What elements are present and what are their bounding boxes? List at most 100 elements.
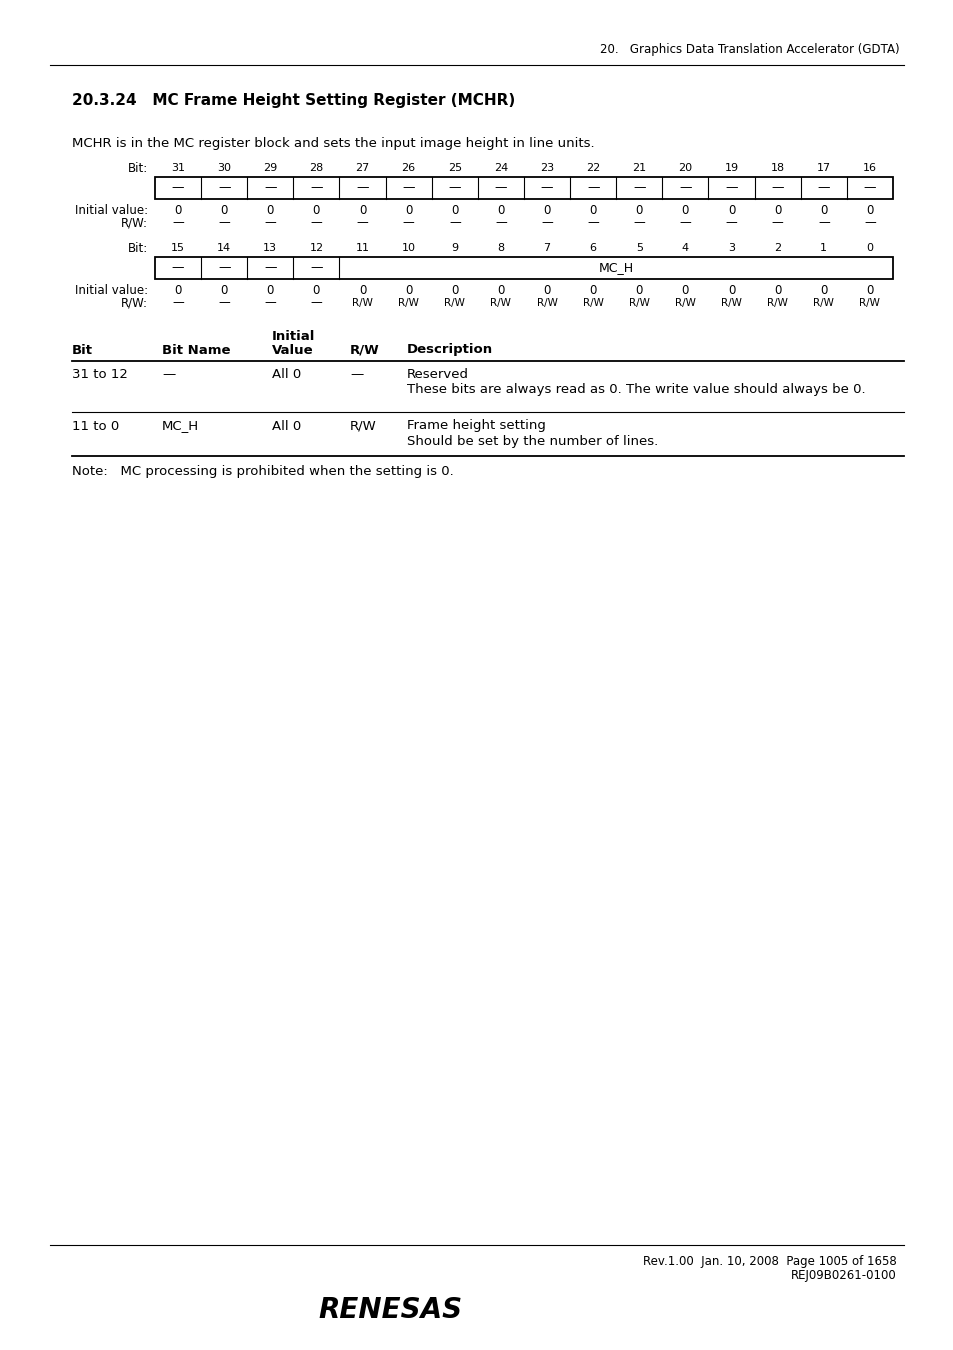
Text: Rev.1.00  Jan. 10, 2008  Page 1005 of 1658: Rev.1.00 Jan. 10, 2008 Page 1005 of 1658 bbox=[642, 1254, 896, 1268]
Text: 0: 0 bbox=[220, 204, 228, 216]
Text: Should be set by the number of lines.: Should be set by the number of lines. bbox=[407, 435, 658, 447]
Text: 0: 0 bbox=[358, 284, 366, 297]
Text: —: — bbox=[310, 181, 322, 194]
Text: —: — bbox=[264, 181, 276, 194]
Text: 0: 0 bbox=[635, 284, 642, 297]
Text: 16: 16 bbox=[862, 163, 876, 173]
Text: R/W: R/W bbox=[859, 298, 880, 308]
Text: Bit:: Bit: bbox=[128, 242, 148, 255]
Bar bbox=[154, 177, 892, 198]
Text: 13: 13 bbox=[263, 243, 277, 252]
Text: 5: 5 bbox=[635, 243, 642, 252]
Text: —: — bbox=[311, 297, 322, 309]
Text: MCHR is in the MC register block and sets the input image height in line units.: MCHR is in the MC register block and set… bbox=[71, 136, 594, 150]
Text: 28: 28 bbox=[309, 163, 323, 173]
Text: REJ09B0261-0100: REJ09B0261-0100 bbox=[790, 1269, 896, 1281]
Text: —: — bbox=[679, 181, 691, 194]
Text: 8: 8 bbox=[497, 243, 504, 252]
Text: —: — bbox=[264, 216, 276, 230]
Text: 20: 20 bbox=[678, 163, 692, 173]
Text: R/W: R/W bbox=[350, 420, 376, 432]
Text: —: — bbox=[817, 216, 829, 230]
Text: 0: 0 bbox=[681, 204, 688, 216]
Text: —: — bbox=[218, 216, 230, 230]
Text: —: — bbox=[633, 216, 644, 230]
Text: Reserved: Reserved bbox=[407, 369, 469, 382]
Text: —: — bbox=[495, 216, 506, 230]
Text: Bit Name: Bit Name bbox=[162, 343, 231, 356]
Text: Note:   MC processing is prohibited when the setting is 0.: Note: MC processing is prohibited when t… bbox=[71, 466, 454, 478]
Text: —: — bbox=[633, 181, 645, 194]
Text: 26: 26 bbox=[401, 163, 416, 173]
Text: —: — bbox=[218, 297, 230, 309]
Text: 14: 14 bbox=[217, 243, 231, 252]
Text: —: — bbox=[863, 216, 875, 230]
Text: R/W: R/W bbox=[582, 298, 603, 308]
Text: —: — bbox=[217, 262, 231, 274]
Text: 0: 0 bbox=[313, 204, 320, 216]
Text: 17: 17 bbox=[816, 163, 830, 173]
Text: —: — bbox=[724, 181, 737, 194]
Text: R/W: R/W bbox=[766, 298, 787, 308]
Text: R/W: R/W bbox=[720, 298, 741, 308]
Text: —: — bbox=[355, 181, 369, 194]
Text: R/W: R/W bbox=[675, 298, 695, 308]
Text: R/W: R/W bbox=[490, 298, 511, 308]
Text: 0: 0 bbox=[865, 243, 873, 252]
Text: 0: 0 bbox=[635, 204, 642, 216]
Text: 20.   Graphics Data Translation Accelerator (GDTA): 20. Graphics Data Translation Accelerato… bbox=[599, 43, 899, 57]
Text: R/W: R/W bbox=[352, 298, 373, 308]
Text: Frame height setting: Frame height setting bbox=[407, 420, 545, 432]
Text: R/W: R/W bbox=[397, 298, 418, 308]
Text: 29: 29 bbox=[263, 163, 277, 173]
Text: 10: 10 bbox=[401, 243, 416, 252]
Text: 20.3.24   MC Frame Height Setting Register (MCHR): 20.3.24 MC Frame Height Setting Register… bbox=[71, 93, 515, 108]
Text: —: — bbox=[172, 181, 184, 194]
Text: 11 to 0: 11 to 0 bbox=[71, 420, 119, 432]
Text: —: — bbox=[448, 181, 460, 194]
Text: 0: 0 bbox=[865, 284, 873, 297]
Text: —: — bbox=[495, 181, 507, 194]
Text: 15: 15 bbox=[171, 243, 185, 252]
Text: —: — bbox=[217, 181, 231, 194]
Text: 0: 0 bbox=[589, 284, 597, 297]
Text: 0: 0 bbox=[174, 284, 182, 297]
Text: 1: 1 bbox=[820, 243, 826, 252]
Text: 0: 0 bbox=[497, 204, 504, 216]
Text: 25: 25 bbox=[447, 163, 461, 173]
Text: 27: 27 bbox=[355, 163, 370, 173]
Text: MC_H: MC_H bbox=[598, 262, 633, 274]
Text: —: — bbox=[172, 297, 184, 309]
Text: 30: 30 bbox=[217, 163, 231, 173]
Text: These bits are always read as 0. The write value should always be 0.: These bits are always read as 0. The wri… bbox=[407, 383, 864, 397]
Text: 19: 19 bbox=[723, 163, 738, 173]
Text: 0: 0 bbox=[727, 284, 735, 297]
Text: 0: 0 bbox=[773, 284, 781, 297]
Text: RENESAS: RENESAS bbox=[317, 1296, 461, 1324]
Text: 0: 0 bbox=[681, 284, 688, 297]
Text: 0: 0 bbox=[405, 284, 412, 297]
Text: R/W: R/W bbox=[628, 298, 649, 308]
Text: 0: 0 bbox=[727, 204, 735, 216]
Text: —: — bbox=[310, 262, 322, 274]
Text: R/W: R/W bbox=[536, 298, 557, 308]
Text: —: — bbox=[356, 216, 368, 230]
Text: R/W: R/W bbox=[444, 298, 465, 308]
Text: 0: 0 bbox=[543, 284, 550, 297]
Text: All 0: All 0 bbox=[272, 369, 301, 382]
Text: Initial: Initial bbox=[272, 329, 315, 343]
Text: —: — bbox=[264, 297, 276, 309]
Text: Bit:: Bit: bbox=[128, 162, 148, 174]
Text: 0: 0 bbox=[865, 204, 873, 216]
Text: MC_H: MC_H bbox=[162, 420, 199, 432]
Text: —: — bbox=[679, 216, 691, 230]
Text: Initial value:: Initial value: bbox=[74, 284, 148, 297]
Text: 6: 6 bbox=[589, 243, 596, 252]
Text: —: — bbox=[862, 181, 875, 194]
Text: —: — bbox=[172, 216, 184, 230]
Text: R/W: R/W bbox=[350, 343, 379, 356]
Text: 24: 24 bbox=[494, 163, 508, 173]
Text: 0: 0 bbox=[266, 204, 274, 216]
Text: 0: 0 bbox=[451, 284, 458, 297]
Text: 0: 0 bbox=[358, 204, 366, 216]
